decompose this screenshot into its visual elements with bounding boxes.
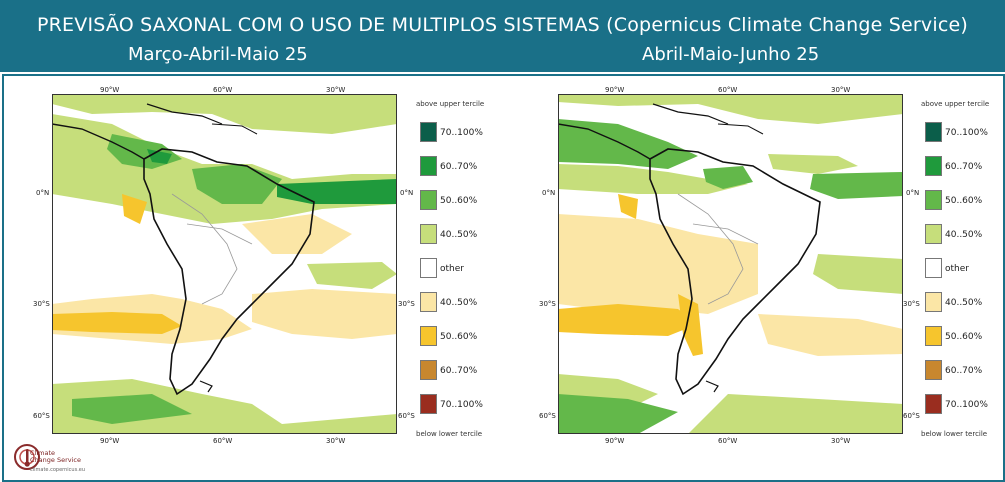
legend-swatch-8 [420, 394, 437, 414]
logo-name: Climate Change Service [30, 450, 100, 464]
lat-tick-0n-left: 0°N [36, 189, 50, 197]
legend-label-3: 40..50% [440, 230, 478, 240]
lon-tick-90w-bottom-right: 90°W [605, 437, 625, 445]
legend-bottom-label: below lower tercile [416, 430, 483, 438]
legend-label-5: 40..50% [440, 298, 478, 308]
logo-name-line2: Change Service [30, 456, 81, 464]
logo-name-line1: Climate [30, 449, 56, 457]
lat-tick-60s-left-right: 60°S [398, 412, 415, 420]
lon-tick-30w-top-left: 30°W [326, 86, 346, 94]
legend-label-7: 60..70% [945, 366, 983, 376]
lat-tick-30s-left-right: 30°S [398, 300, 415, 308]
lon-tick-60w-bottom-right: 60°W [718, 437, 738, 445]
legend-label-7: 60..70% [440, 366, 478, 376]
lon-tick-30w-top-right: 30°W [831, 86, 851, 94]
legend-bottom-label: below lower tercile [921, 430, 988, 438]
legend-swatch-8 [925, 394, 942, 414]
legend-swatch-3 [420, 224, 437, 244]
period-label-right: Abril-Maio-Junho 25 [642, 44, 820, 65]
lon-tick-90w-top-right: 90°W [605, 86, 625, 94]
legend-label-2: 50..60% [945, 196, 983, 206]
legend-top-label: above upper tercile [921, 100, 990, 108]
lon-tick-60w-top-left: 60°W [213, 86, 233, 94]
lat-tick-30s-right-right: 30°S [903, 300, 920, 308]
lat-tick-60s-right-right: 60°S [903, 412, 920, 420]
map-panel-mam [52, 94, 397, 434]
legend-label-4: other [440, 264, 464, 274]
logo-url: climate.copernicus.eu [30, 467, 86, 473]
page-title: PREVISÃO SAXONAL COM O USO DE MULTIPLOS … [37, 14, 968, 36]
legend-swatch-3 [925, 224, 942, 244]
legend-swatch-4 [420, 258, 437, 278]
legend-swatch-7 [925, 360, 942, 380]
lat-tick-60s-right: 60°S [539, 412, 556, 420]
legend-label-6: 50..60% [945, 332, 983, 342]
header-banner [0, 0, 1005, 72]
lon-tick-90w-bottom-left: 90°W [100, 437, 120, 445]
period-label-left: Março-Abril-Maio 25 [128, 44, 308, 65]
legend-swatch-6 [420, 326, 437, 346]
lon-tick-30w-bottom-left: 30°W [326, 437, 346, 445]
legend-swatch-6 [925, 326, 942, 346]
legend-label-1: 60..70% [945, 162, 983, 172]
legend-swatch-5 [420, 292, 437, 312]
legend-swatch-7 [420, 360, 437, 380]
legend-swatch-4 [925, 258, 942, 278]
legend-label-5: 40..50% [945, 298, 983, 308]
legend-swatch-0 [420, 122, 437, 142]
legend-label-3: 40..50% [945, 230, 983, 240]
lon-tick-30w-bottom-right: 30°W [831, 437, 851, 445]
lat-tick-30s-right: 30°S [539, 300, 556, 308]
legend-label-0: 70..100% [945, 128, 988, 138]
lon-tick-90w-top-left: 90°W [100, 86, 120, 94]
lat-tick-30s-left: 30°S [33, 300, 50, 308]
legend-label-4: other [945, 264, 969, 274]
legend-label-8: 70..100% [945, 400, 988, 410]
legend-label-6: 50..60% [440, 332, 478, 342]
legend-swatch-5 [925, 292, 942, 312]
map-panel-amj [558, 94, 903, 434]
lat-tick-0n-right-right: 0°N [906, 189, 920, 197]
legend-swatch-1 [925, 156, 942, 176]
lat-tick-0n-left-right: 0°N [400, 189, 414, 197]
legend-swatch-0 [925, 122, 942, 142]
lon-tick-60w-top-right: 60°W [718, 86, 738, 94]
copernicus-logo-icon [14, 444, 40, 470]
lat-tick-60s-left: 60°S [33, 412, 50, 420]
legend-label-0: 70..100% [440, 128, 483, 138]
legend-swatch-2 [420, 190, 437, 210]
legend-top-label: above upper tercile [416, 100, 485, 108]
legend-swatch-2 [925, 190, 942, 210]
lat-tick-0n-right: 0°N [542, 189, 556, 197]
legend-label-2: 50..60% [440, 196, 478, 206]
legend-label-1: 60..70% [440, 162, 478, 172]
legend-label-8: 70..100% [440, 400, 483, 410]
legend-swatch-1 [420, 156, 437, 176]
lon-tick-60w-bottom-left: 60°W [213, 437, 233, 445]
